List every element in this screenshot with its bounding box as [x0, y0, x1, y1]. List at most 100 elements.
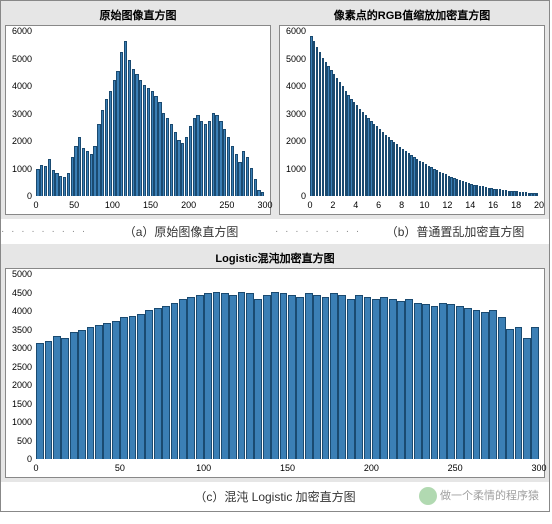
bar: [447, 304, 455, 459]
x-tick: 14: [465, 200, 475, 210]
x-tick: 100: [196, 463, 211, 473]
bar: [166, 118, 169, 196]
bar: [473, 310, 481, 459]
bar: [213, 292, 221, 460]
bar: [481, 312, 489, 459]
bar: [257, 190, 260, 197]
chart-c-plot: 0500100015002000250030003500400045005000…: [5, 268, 545, 478]
bar: [48, 159, 51, 196]
bar: [531, 327, 539, 459]
bar: [238, 292, 246, 460]
y-tick: 3000: [280, 109, 306, 119]
x-axis: 050100150200250300: [36, 198, 265, 214]
y-tick: 1000: [6, 417, 32, 427]
bar: [296, 297, 304, 459]
bar: [261, 192, 264, 196]
y-tick: 4000: [6, 306, 32, 316]
caption-a: （a）原始图像直方图: [87, 219, 275, 244]
bar: [162, 113, 165, 197]
x-tick: 250: [448, 463, 463, 473]
x-axis: 050100150200250300: [36, 461, 539, 477]
x-tick: 0: [307, 200, 312, 210]
bar: [196, 115, 199, 196]
bar: [128, 60, 131, 196]
bar: [364, 297, 372, 459]
bar: [36, 343, 44, 459]
bar: [380, 297, 388, 459]
bar: [78, 330, 86, 459]
y-tick: 3000: [6, 109, 32, 119]
bar: [181, 143, 184, 196]
bar: [254, 179, 257, 197]
bar: [112, 321, 120, 459]
wechat-icon: [419, 487, 437, 505]
bar: [271, 292, 279, 460]
y-axis: 0100020003000400050006000: [280, 31, 308, 196]
bar: [145, 310, 153, 459]
bar: [154, 308, 162, 459]
x-tick: 10: [419, 200, 429, 210]
y-tick: 3500: [6, 325, 32, 335]
bar: [187, 297, 195, 459]
bar: [109, 91, 112, 197]
bar: [208, 121, 211, 196]
x-tick: 250: [219, 200, 234, 210]
y-tick: 0: [280, 191, 306, 201]
bars-group: [310, 31, 539, 196]
bar: [231, 146, 234, 197]
x-tick: 50: [115, 463, 125, 473]
bar: [431, 306, 439, 459]
bar: [101, 110, 104, 196]
bar: [347, 299, 355, 459]
bar: [52, 170, 55, 196]
y-tick: 1000: [6, 164, 32, 174]
bar: [87, 327, 95, 459]
x-tick: 300: [531, 463, 546, 473]
bar: [263, 295, 271, 459]
x-axis: 02468101214161820: [310, 198, 539, 214]
bar: [53, 336, 61, 459]
y-tick: 6000: [280, 26, 306, 36]
bar: [221, 293, 229, 459]
watermark: 做一个柔情的程序猿: [419, 487, 539, 505]
chart-b-title: 像素点的RGB值缩放加密直方图: [279, 7, 545, 23]
bar: [177, 140, 180, 196]
x-tick: 16: [488, 200, 498, 210]
bar: [124, 41, 127, 196]
bar: [229, 295, 237, 459]
x-tick: 8: [399, 200, 404, 210]
y-tick: 4000: [280, 81, 306, 91]
bar: [135, 74, 138, 196]
bar: [40, 165, 43, 196]
bar: [200, 121, 203, 196]
bar: [397, 301, 405, 459]
bar: [523, 338, 531, 459]
x-tick: 4: [353, 200, 358, 210]
y-tick: 0: [6, 191, 32, 201]
bar: [67, 173, 70, 196]
bar: [246, 157, 249, 197]
bar: [78, 137, 81, 196]
bar: [223, 129, 226, 196]
bar: [171, 303, 179, 459]
bar: [405, 299, 413, 459]
panel-b: 像素点的RGB值缩放加密直方图 010002000300040005000600…: [275, 1, 549, 219]
y-tick: 1000: [280, 164, 306, 174]
x-tick: 150: [280, 463, 295, 473]
bar: [36, 169, 39, 196]
bar: [143, 85, 146, 196]
bar: [515, 327, 523, 459]
x-tick: 200: [181, 200, 196, 210]
bar: [322, 297, 330, 459]
bar: [132, 69, 135, 197]
x-tick: 150: [143, 200, 158, 210]
bottom-row: Logistic混沌加密直方图 050010001500200025003000…: [1, 244, 549, 482]
y-tick: 2500: [6, 362, 32, 372]
bar: [90, 154, 93, 196]
x-tick: 50: [69, 200, 79, 210]
bar: [280, 293, 288, 459]
bar: [185, 137, 188, 196]
bar: [170, 124, 173, 197]
bar: [70, 332, 78, 459]
bar: [158, 102, 161, 197]
